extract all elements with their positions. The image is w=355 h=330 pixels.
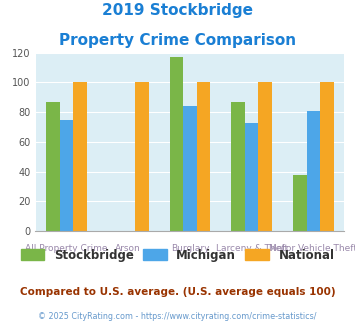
Bar [293, 175, 307, 231]
Bar [258, 82, 272, 231]
Bar [320, 82, 334, 231]
Text: 2019 Stockbridge: 2019 Stockbridge [102, 3, 253, 18]
Text: All Property Crime: All Property Crime [25, 244, 108, 253]
Text: © 2025 CityRating.com - https://www.cityrating.com/crime-statistics/: © 2025 CityRating.com - https://www.city… [38, 312, 317, 321]
Text: Property Crime Comparison: Property Crime Comparison [59, 33, 296, 48]
Bar [73, 82, 87, 231]
Bar [60, 119, 73, 231]
Text: Arson: Arson [115, 244, 141, 253]
Bar [183, 106, 197, 231]
Bar [170, 57, 183, 231]
Bar [135, 82, 148, 231]
Text: Larceny & Theft: Larceny & Theft [215, 244, 288, 253]
Text: Burglary: Burglary [171, 244, 209, 253]
Bar [46, 102, 60, 231]
Legend: Stockbridge, Michigan, National: Stockbridge, Michigan, National [16, 244, 339, 266]
Text: Motor Vehicle Theft: Motor Vehicle Theft [269, 244, 355, 253]
Text: Compared to U.S. average. (U.S. average equals 100): Compared to U.S. average. (U.S. average … [20, 287, 335, 297]
Bar [197, 82, 210, 231]
Bar [307, 111, 320, 231]
Bar [231, 102, 245, 231]
Bar [245, 122, 258, 231]
